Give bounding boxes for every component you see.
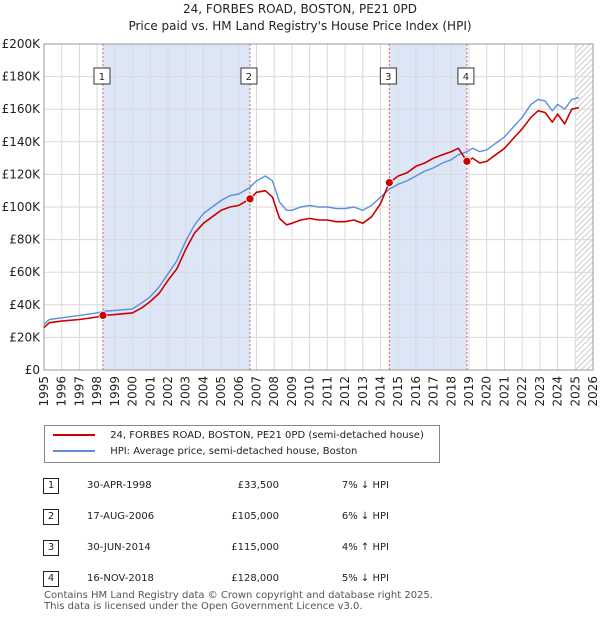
sale-hpi-diff: 6% ↓ HPI [341,511,389,522]
x-tick-label: 2015 [391,376,405,407]
x-tick-label: 1998 [90,376,104,407]
plot-frame [43,43,594,371]
x-tick-label: 2025 [568,376,582,407]
sale-label-text: 1 [99,72,105,83]
x-tick-label: 2020 [480,376,494,407]
x-tick-label: 1999 [108,376,122,407]
sale-hpi-diff: 7% ↓ HPI [341,480,389,491]
y-tick-label: £100K [2,200,42,214]
series-line-hpi [43,97,579,325]
price-chart: £0 £20K £40K £60K £80K £100K £120K £140K £160K £1… [2,37,600,407]
sales-table: 1 30-APR-1998 £33,500 7% ↓ HPI 2 17-AUG-… [43,470,389,594]
y-tick-label: £40K [9,298,41,312]
sale-price: £105,000 [231,511,279,522]
footer: Contains HM Land Registry data © Crown c… [44,590,433,612]
x-tick-label: 2006 [232,376,246,407]
sale-point [245,194,255,204]
x-tick-label: 2017 [427,376,441,407]
y-tick-label: £180K [2,70,42,84]
x-tick-label: 2011 [320,376,334,407]
sale-price: £128,000 [231,573,279,584]
legend-swatch-hpi [53,450,95,452]
sale-point [462,156,472,166]
sale-point [384,178,394,187]
y-tick-label: £80K [9,233,41,247]
sale-label-box [457,67,475,85]
x-tick-label: 1996 [55,376,69,407]
sale-price: £33,500 [237,480,279,491]
x-tick-label: 2004 [196,376,210,407]
x-tick-label: 2008 [267,376,281,407]
legend-swatch-property [53,434,95,436]
legend-label-hpi: HPI: Average price, semi-detached house,… [110,446,358,457]
x-tick-label: 2026 [586,376,600,407]
x-tick-label: 2023 [533,376,547,407]
table-row: 4 16-NOV-2018 £128,000 5% ↓ HPI [43,563,389,594]
x-tick-label: 2010 [303,376,317,407]
x-tick-label: 2021 [497,376,511,407]
x-tick-label: 2003 [179,376,193,407]
sale-label-box [379,67,397,85]
x-tick-label: 2007 [250,376,264,407]
sale-hpi-diff: 5% ↓ HPI [341,573,389,584]
sale-number-badge: 3 [43,539,59,556]
sale-date: 16-NOV-2018 [87,573,154,584]
chart-subtitle: Price paid vs. HM Land Registry's House … [128,19,472,33]
sale-point [98,310,108,320]
footer-licence: This data is licensed under the Open Gov… [44,601,363,612]
legend-item-property: 24, FORBES ROAD, BOSTON, PE21 0PD (semi-… [53,429,424,443]
sale-label-box [93,67,111,85]
x-tick-label: 1995 [37,376,51,407]
chart-title: 24, FORBES ROAD, BOSTON, PE21 0PD [183,2,417,16]
y-tick-label: £60K [9,265,41,279]
y-tick-label: £200K [2,37,42,51]
sale-price: £115,000 [231,542,279,553]
x-tick-label: 2019 [462,376,476,407]
sale-number-badge: 1 [43,477,59,494]
x-tick-label: 2018 [444,376,458,407]
sale-number-badge: 4 [43,570,59,587]
sale-number-badge: 2 [43,508,59,525]
x-tick-label: 2014 [373,376,387,407]
y-tick-label: £0 [25,363,40,377]
y-tick-label: £140K [2,135,42,149]
sale-date: 17-AUG-2006 [87,511,155,522]
x-tick-label: 2000 [126,376,140,407]
x-tick-label: 2009 [285,376,299,407]
sale-label-text: 2 [246,72,252,83]
x-tick-label: 2022 [515,376,529,407]
sale-date: 30-JUN-2014 [87,542,151,553]
legend: 24, FORBES ROAD, BOSTON, PE21 0PD (semi-… [44,425,440,463]
table-row: 3 30-JUN-2014 £115,000 4% ↑ HPI [43,532,389,563]
y-tick-label: £120K [2,167,42,181]
x-tick-label: 1997 [72,376,86,407]
y-tick-label: £20K [9,330,41,344]
series-line-property [43,106,579,329]
y-tick-label: £160K [2,102,42,116]
sale-label-text: 3 [385,72,391,83]
sale-hpi-diff: 4% ↑ HPI [341,542,389,553]
x-tick-label: 2013 [356,376,370,407]
x-tick-label: 2001 [143,376,157,407]
x-tick-label: 2005 [214,376,228,407]
legend-item-hpi: HPI: Average price, semi-detached house,… [53,445,357,459]
table-row: 2 17-AUG-2006 £105,000 6% ↓ HPI [43,501,389,532]
x-tick-label: 2012 [338,376,352,407]
table-row: 1 30-APR-1998 £33,500 7% ↓ HPI [43,470,389,501]
sale-label-box [240,67,258,85]
x-tick-label: 2024 [551,376,565,407]
sale-label-text: 4 [463,72,469,83]
x-tick-label: 2016 [409,376,423,407]
sale-date: 30-APR-1998 [87,480,152,491]
footer-copyright: Contains HM Land Registry data © Crown c… [44,590,433,601]
legend-label-property: 24, FORBES ROAD, BOSTON, PE21 0PD (semi-… [110,430,424,441]
x-tick-label: 2002 [161,376,175,407]
